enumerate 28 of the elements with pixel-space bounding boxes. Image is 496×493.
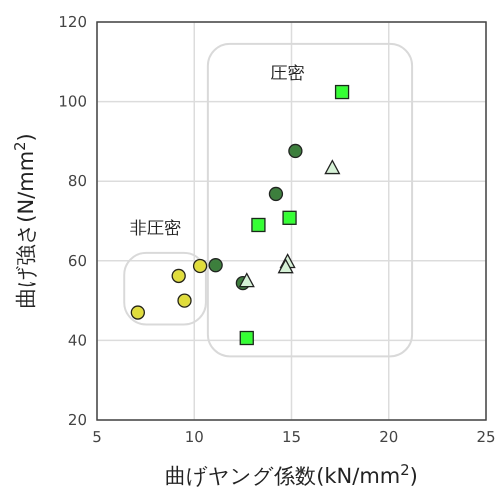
- x-tick-label: 15: [282, 428, 302, 446]
- x-tick-label: 5: [92, 428, 102, 446]
- point: [268, 186, 284, 202]
- x-tick-label: 20: [379, 428, 398, 446]
- point: [324, 160, 340, 174]
- point: [192, 258, 208, 274]
- annotation: 非圧密: [130, 218, 181, 239]
- point: [251, 218, 266, 232]
- y-tick-label: 100: [58, 92, 87, 111]
- point: [282, 210, 297, 225]
- annotation: 圧密: [270, 63, 305, 84]
- point: [288, 144, 303, 158]
- x-tick-label: 10: [184, 428, 204, 446]
- y-tick-label: 40: [68, 331, 87, 350]
- point: [177, 293, 192, 308]
- point: [239, 272, 254, 288]
- y-tick-label: 20: [68, 411, 87, 429]
- point: [278, 259, 294, 274]
- xlabel: 曲げヤング係数(kN/mm$^{2}$): [165, 462, 418, 488]
- point: [172, 268, 186, 284]
- point: [334, 84, 350, 100]
- point: [130, 305, 145, 320]
- x-tick-label: 25: [476, 428, 496, 446]
- y-tick-label: 80: [68, 172, 87, 190]
- y-tick-label: 60: [68, 252, 87, 270]
- point: [240, 330, 254, 346]
- y-tick-label: 120: [58, 13, 87, 31]
- point: [208, 258, 223, 272]
